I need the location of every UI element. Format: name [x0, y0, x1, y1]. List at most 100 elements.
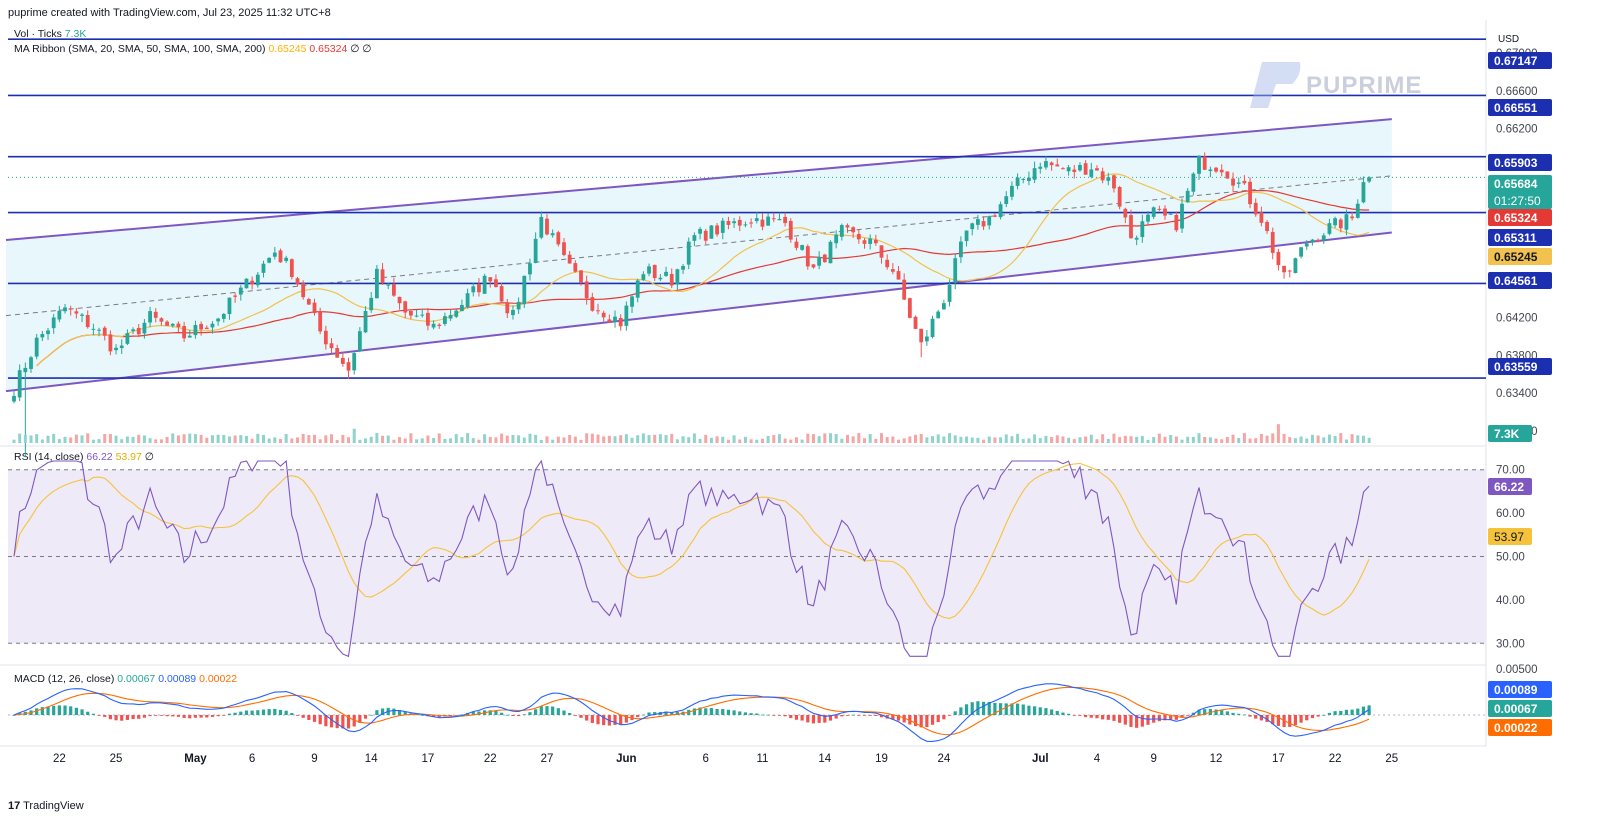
- volume-bar: [817, 436, 821, 443]
- volume-bar: [1293, 438, 1297, 443]
- volume-bar: [1118, 437, 1122, 443]
- macd-hist-bar: [307, 715, 311, 720]
- macd-hist-bar: [1231, 712, 1235, 715]
- puprime-logo-icon: [1250, 62, 1301, 108]
- volume-bar: [517, 435, 521, 443]
- candle-body: [885, 259, 890, 268]
- macd-hist-bar: [165, 715, 169, 717]
- candle-body: [817, 256, 822, 266]
- candle-body: [675, 269, 680, 285]
- candle-body: [17, 370, 22, 398]
- macd-hist-bar: [522, 714, 526, 716]
- candle-body: [902, 279, 907, 300]
- price-label-text-low: 0.63559: [1494, 360, 1538, 374]
- volume-bar: [891, 436, 895, 443]
- volume-bar: [12, 439, 16, 443]
- volume-bar: [948, 433, 952, 443]
- time-tick: 22: [1329, 753, 1342, 765]
- rsi-line: [13, 459, 1370, 658]
- candle-body: [482, 275, 487, 294]
- macd-hist-bar: [1135, 715, 1139, 728]
- macd-hist-bar: [256, 710, 260, 715]
- volume-bar: [573, 436, 577, 443]
- macd-hist-bar: [267, 709, 271, 715]
- candle-body: [584, 281, 589, 299]
- macd-hist-bar: [460, 714, 464, 716]
- candle-body: [301, 283, 306, 298]
- rsi-tick: 40.00: [1496, 595, 1525, 607]
- candle-body: [1350, 216, 1355, 219]
- macd-hist-bar: [1316, 715, 1320, 717]
- candle-body: [726, 221, 731, 225]
- macd-hist-bar: [1333, 711, 1337, 715]
- candle-body: [1327, 223, 1332, 234]
- candle-body: [862, 240, 867, 244]
- candle-body: [698, 228, 702, 234]
- volume-bar: [437, 433, 441, 443]
- volume-legend-label: Vol · Ticks: [14, 28, 62, 40]
- candle-body: [216, 318, 221, 322]
- time-tick: 9: [1150, 753, 1156, 765]
- volume-bar: [1095, 439, 1099, 443]
- candle-body: [23, 367, 28, 373]
- volume-bar: [596, 434, 600, 443]
- volume-bar: [1333, 436, 1337, 443]
- volume-bar: [494, 437, 498, 443]
- candle-body: [703, 230, 708, 241]
- volume-bar: [579, 439, 583, 443]
- macd-hist-bar: [403, 711, 407, 715]
- volume-bar: [63, 436, 67, 443]
- macd-hist-bar: [397, 709, 402, 715]
- volume-bar: [726, 439, 730, 443]
- macd-hist-bar: [205, 715, 209, 718]
- time-tick: 17: [422, 753, 435, 765]
- volume-bar: [760, 438, 764, 443]
- candle-body: [590, 297, 595, 311]
- volume-bar: [1174, 436, 1178, 443]
- price-label-box-low: [1488, 358, 1552, 375]
- candle-body: [323, 330, 328, 345]
- macd-hist-bar: [1033, 706, 1037, 715]
- macd-hist-bar: [346, 715, 351, 729]
- candle-body: [987, 216, 992, 226]
- macd-hist-bar: [1055, 710, 1059, 715]
- volume-bar: [392, 439, 396, 443]
- price-label-text: 0.65324: [1494, 211, 1538, 225]
- macd-hist-bar: [1044, 708, 1048, 715]
- macd-hist-bar: [981, 701, 986, 715]
- candle-body: [255, 274, 260, 286]
- candle-body: [386, 284, 391, 286]
- macd-hist-bar: [817, 715, 821, 723]
- volume-bar: [931, 436, 935, 443]
- candle-body: [272, 252, 277, 257]
- macd-hist-bar: [471, 711, 475, 715]
- candle-body: [465, 293, 470, 308]
- candle-body: [562, 242, 566, 255]
- candle-body: [1321, 235, 1326, 241]
- volume-bar: [466, 433, 470, 443]
- macd-hist-bar: [749, 713, 753, 715]
- volume-bar: [959, 436, 963, 443]
- volume-bar: [692, 433, 696, 443]
- volume-bar: [1288, 437, 1292, 443]
- macd-hist-bar: [834, 715, 838, 719]
- candle-body: [1338, 219, 1343, 229]
- volume-bar: [1152, 436, 1156, 443]
- macd-hist-bar: [250, 710, 254, 715]
- volume-bar: [403, 438, 407, 443]
- candle-body: [930, 318, 935, 338]
- candle-body: [170, 323, 175, 326]
- time-tick: 14: [818, 753, 831, 765]
- macd-hist-bar: [766, 714, 770, 716]
- time-tick: 22: [53, 753, 66, 765]
- volume-bar: [1259, 433, 1263, 443]
- macd-hist-bar: [1214, 709, 1218, 715]
- macd-hist-bar: [891, 715, 895, 720]
- volume-bar: [205, 437, 209, 443]
- price-label-box: [1488, 209, 1552, 226]
- volume-bar: [1016, 433, 1020, 443]
- candle-body: [1253, 202, 1258, 215]
- volume-bar: [1197, 433, 1201, 443]
- volume-bar: [46, 435, 50, 443]
